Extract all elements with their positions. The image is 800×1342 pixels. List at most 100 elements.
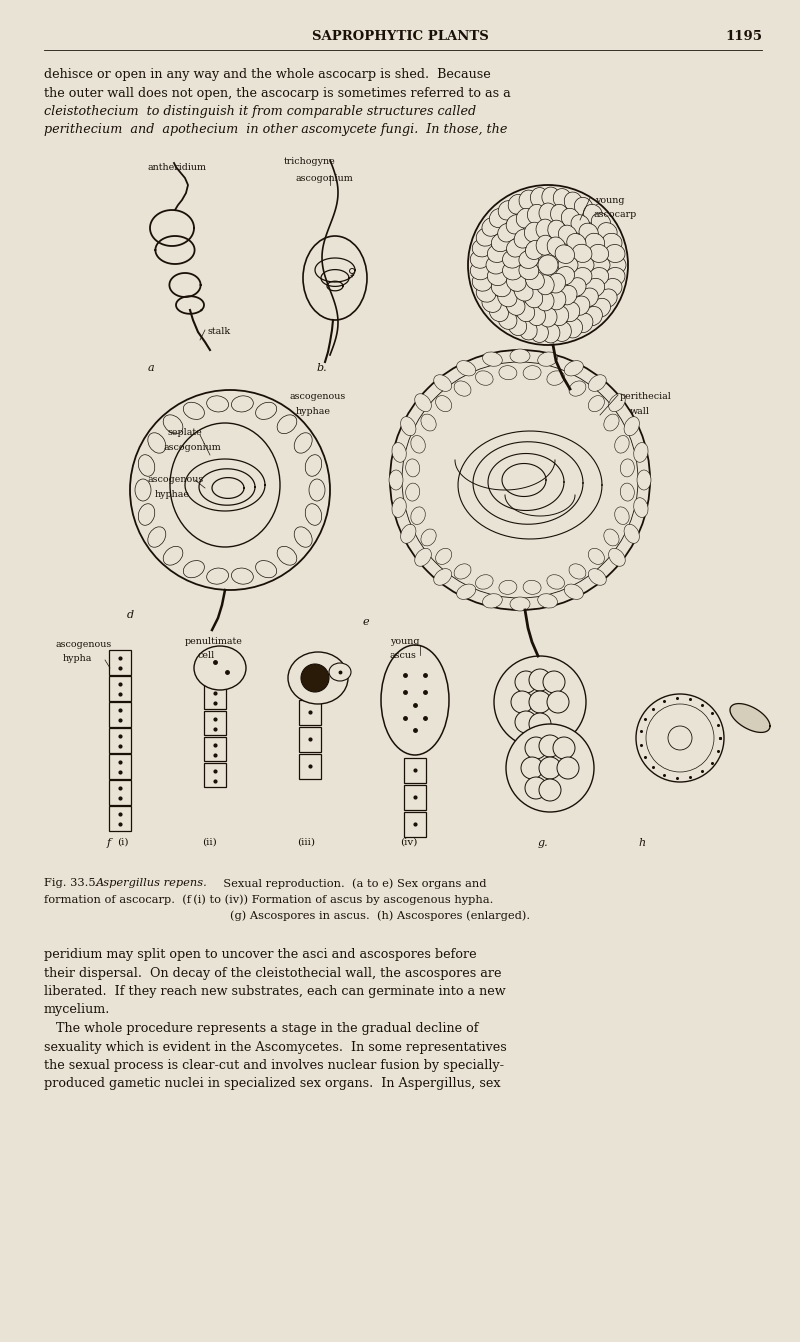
Ellipse shape [562, 208, 580, 228]
Ellipse shape [490, 208, 509, 227]
Circle shape [543, 671, 565, 692]
Bar [109, 650, 131, 675]
Text: c.: c. [463, 362, 473, 373]
Ellipse shape [277, 415, 297, 433]
Ellipse shape [558, 225, 577, 244]
Ellipse shape [564, 318, 582, 338]
Text: the outer wall does not open, the ascocarp is sometimes referred to as a: the outer wall does not open, the ascoca… [44, 86, 510, 99]
Circle shape [553, 737, 575, 760]
Ellipse shape [605, 267, 625, 286]
Text: formation of ascocarp.  (f (i) to (iv)) Formation of ascus by ascogenous hypha.: formation of ascocarp. (f (i) to (iv)) F… [44, 894, 494, 905]
Ellipse shape [609, 549, 626, 566]
Ellipse shape [148, 432, 166, 454]
Ellipse shape [482, 294, 502, 313]
Circle shape [506, 723, 594, 812]
Ellipse shape [516, 302, 534, 322]
Ellipse shape [502, 250, 522, 268]
Ellipse shape [475, 574, 493, 589]
Ellipse shape [206, 568, 229, 584]
Ellipse shape [231, 396, 254, 412]
Ellipse shape [620, 459, 634, 476]
Ellipse shape [406, 483, 420, 501]
Ellipse shape [605, 244, 625, 263]
Ellipse shape [571, 215, 590, 234]
Text: ascus: ascus [390, 651, 417, 660]
Ellipse shape [572, 267, 592, 286]
Ellipse shape [588, 569, 606, 585]
Ellipse shape [591, 213, 610, 232]
Text: Fig. 33.5.: Fig. 33.5. [44, 878, 106, 888]
Ellipse shape [510, 597, 530, 611]
Bar [404, 785, 426, 811]
Ellipse shape [470, 250, 490, 268]
Ellipse shape [414, 549, 431, 566]
Ellipse shape [634, 498, 648, 518]
Ellipse shape [470, 262, 490, 279]
Ellipse shape [536, 235, 554, 255]
Ellipse shape [486, 256, 506, 274]
Circle shape [539, 735, 561, 757]
Ellipse shape [530, 322, 548, 342]
Ellipse shape [508, 195, 526, 215]
Bar [299, 701, 321, 725]
Text: liberated.  If they reach new substrates, each can germinate into a new: liberated. If they reach new substrates,… [44, 985, 506, 998]
Ellipse shape [574, 197, 593, 217]
Bar [109, 727, 131, 753]
Ellipse shape [539, 203, 557, 223]
Ellipse shape [542, 187, 560, 207]
Ellipse shape [476, 228, 496, 246]
Text: dehisce or open in any way and the whole ascocarp is shed.  Because: dehisce or open in any way and the whole… [44, 68, 490, 81]
Bar [204, 764, 226, 786]
Ellipse shape [554, 322, 571, 341]
Ellipse shape [255, 561, 277, 577]
Ellipse shape [564, 192, 582, 212]
Ellipse shape [421, 529, 436, 546]
Ellipse shape [527, 306, 546, 326]
Ellipse shape [183, 561, 205, 577]
Ellipse shape [506, 239, 526, 258]
Ellipse shape [602, 234, 622, 251]
Ellipse shape [392, 498, 406, 518]
Ellipse shape [498, 289, 517, 307]
Bar [299, 727, 321, 752]
Ellipse shape [571, 297, 590, 315]
Text: ascogonium: ascogonium [163, 443, 221, 452]
Ellipse shape [506, 215, 525, 234]
Bar [404, 812, 426, 837]
Ellipse shape [519, 262, 538, 279]
Text: cell: cell [197, 651, 214, 660]
Ellipse shape [624, 525, 639, 544]
Circle shape [646, 705, 714, 772]
Ellipse shape [547, 274, 566, 293]
Ellipse shape [536, 219, 554, 239]
Ellipse shape [558, 256, 578, 274]
Ellipse shape [472, 239, 492, 256]
Ellipse shape [499, 365, 517, 380]
Ellipse shape [183, 403, 205, 420]
Ellipse shape [538, 593, 558, 608]
Text: The whole procedure represents a stage in the gradual decline of: The whole procedure represents a stage i… [44, 1023, 478, 1035]
Ellipse shape [606, 256, 626, 274]
Text: produced gametic nuclei in specialized sex organs.  In Aspergillus, sex: produced gametic nuclei in specialized s… [44, 1078, 501, 1091]
Text: young: young [595, 196, 625, 205]
Ellipse shape [514, 229, 533, 248]
Ellipse shape [519, 191, 537, 209]
Bar [404, 758, 426, 782]
Ellipse shape [598, 223, 617, 242]
Ellipse shape [288, 652, 348, 705]
Text: SAPROPHYTIC PLANTS: SAPROPHYTIC PLANTS [312, 30, 488, 43]
Text: stalk: stalk [207, 327, 230, 336]
Ellipse shape [135, 479, 151, 501]
Ellipse shape [564, 361, 583, 376]
Bar [204, 737, 226, 761]
Text: a: a [148, 362, 154, 373]
Ellipse shape [554, 189, 571, 208]
Ellipse shape [421, 415, 436, 431]
Text: hyphae: hyphae [155, 490, 190, 499]
Ellipse shape [498, 223, 517, 242]
Ellipse shape [542, 323, 560, 344]
Text: perithecial: perithecial [620, 392, 672, 401]
Ellipse shape [498, 310, 517, 329]
Ellipse shape [583, 204, 602, 224]
Ellipse shape [572, 244, 592, 263]
